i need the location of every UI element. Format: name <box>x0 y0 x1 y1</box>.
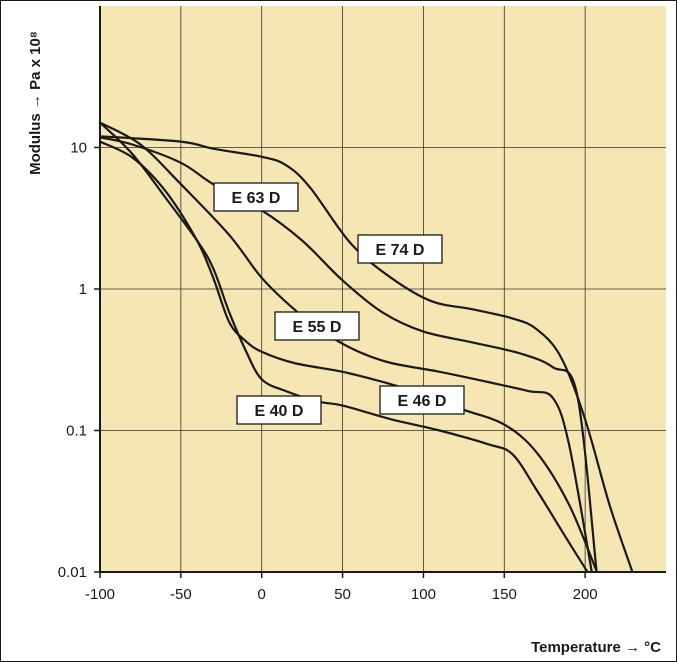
series-label-box <box>357 234 443 264</box>
x-tick-label: -100 <box>85 586 115 603</box>
y-tick-label: 0.1 <box>66 423 87 440</box>
series-label-box <box>379 385 465 415</box>
curve-e-63-d <box>98 136 598 572</box>
axes-frame <box>94 6 666 578</box>
series-label-text: E 74 D <box>376 242 425 259</box>
curve-e-55-d <box>98 121 593 572</box>
y-tick-label: 10 <box>70 140 87 157</box>
series-label-box <box>236 395 322 425</box>
series-label-e-55-d: E 55 D <box>274 311 360 341</box>
x-tick-label: 50 <box>334 586 351 603</box>
grid-lines <box>100 6 666 572</box>
series-label-box <box>213 182 299 212</box>
series-curves <box>98 121 634 572</box>
series-label-text: E 40 D <box>255 403 304 420</box>
series-label-e-40-d: E 40 D <box>236 395 322 425</box>
x-tick-label: 0 <box>258 586 266 603</box>
y-tick-label: 0.01 <box>58 564 87 581</box>
series-label-e-46-d: E 46 D <box>379 385 465 415</box>
series-label-e-63-d: E 63 D <box>213 182 299 212</box>
x-axis-label: Temperature → °C <box>531 639 661 656</box>
series-label-text: E 63 D <box>232 190 281 207</box>
series-labels: E 74 D E 63 D E 55 D E 46 D E 40 D <box>213 182 465 425</box>
series-label-e-74-d: E 74 D <box>357 234 443 264</box>
x-tick-label: 150 <box>492 586 517 603</box>
series-label-text: E 55 D <box>293 319 342 336</box>
tick-labels: -100 -50 0 50 100 150 200 0.01 0.1 1 10 <box>58 140 598 604</box>
series-label-box <box>274 311 360 341</box>
series-label-text: E 46 D <box>398 393 447 410</box>
x-tick-label: -50 <box>170 586 192 603</box>
x-tick-label: 100 <box>411 586 436 603</box>
x-tick-label: 200 <box>573 586 598 603</box>
y-tick-label: 1 <box>79 281 87 298</box>
y-axis-label: Modulus → Pa x 10⁸ <box>27 31 44 175</box>
curve-e-46-d <box>98 140 598 572</box>
